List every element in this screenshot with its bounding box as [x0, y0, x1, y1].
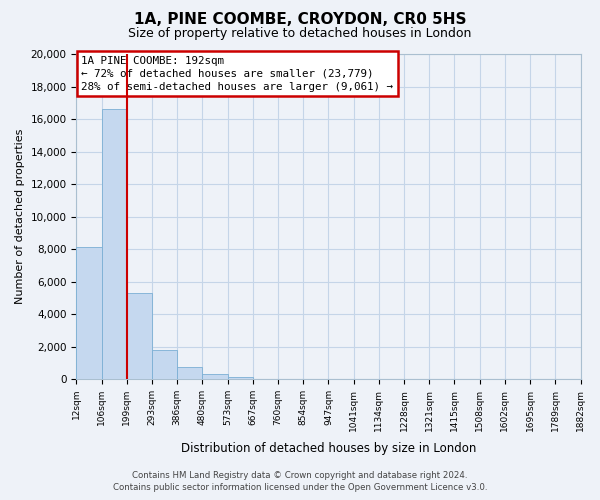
- Text: 1A PINE COOMBE: 192sqm
← 72% of detached houses are smaller (23,779)
28% of semi: 1A PINE COOMBE: 192sqm ← 72% of detached…: [82, 56, 394, 92]
- Bar: [202, 374, 227, 379]
- Bar: [101, 110, 127, 379]
- Bar: [152, 350, 177, 379]
- X-axis label: Distribution of detached houses by size in London: Distribution of detached houses by size …: [181, 442, 476, 455]
- Y-axis label: Number of detached properties: Number of detached properties: [15, 129, 25, 304]
- Text: 1A, PINE COOMBE, CROYDON, CR0 5HS: 1A, PINE COOMBE, CROYDON, CR0 5HS: [134, 12, 466, 28]
- Text: Contains HM Land Registry data © Crown copyright and database right 2024.
Contai: Contains HM Land Registry data © Crown c…: [113, 471, 487, 492]
- Bar: [76, 248, 101, 379]
- Bar: [227, 376, 253, 379]
- Bar: [177, 367, 202, 379]
- Bar: [127, 293, 152, 379]
- Text: Size of property relative to detached houses in London: Size of property relative to detached ho…: [128, 28, 472, 40]
